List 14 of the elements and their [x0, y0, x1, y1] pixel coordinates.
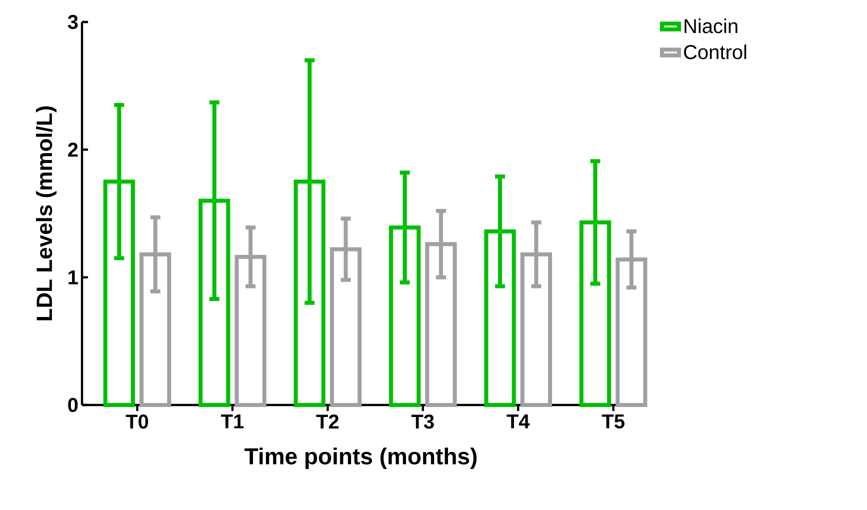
legend-label: Control [684, 44, 746, 60]
x-axis-title: Time points (months) [244, 448, 477, 470]
legend-label: Niacin [684, 18, 738, 34]
x-tick-label: T1 [221, 414, 244, 428]
x-tick-label: T4 [506, 414, 530, 428]
y-tick-label: 2 [68, 142, 78, 157]
y-tick-label: 0 [68, 398, 78, 412]
x-tick-label: T2 [316, 414, 339, 428]
y-tick-label: 3 [68, 14, 78, 30]
x-tick-label: T5 [602, 414, 624, 428]
x-tick-label: T0 [126, 414, 148, 429]
x-tick-label: T3 [411, 414, 434, 429]
y-axis-title: LDL Levels (mmol/L) [36, 106, 56, 320]
y-tick-label: 1 [68, 270, 78, 284]
